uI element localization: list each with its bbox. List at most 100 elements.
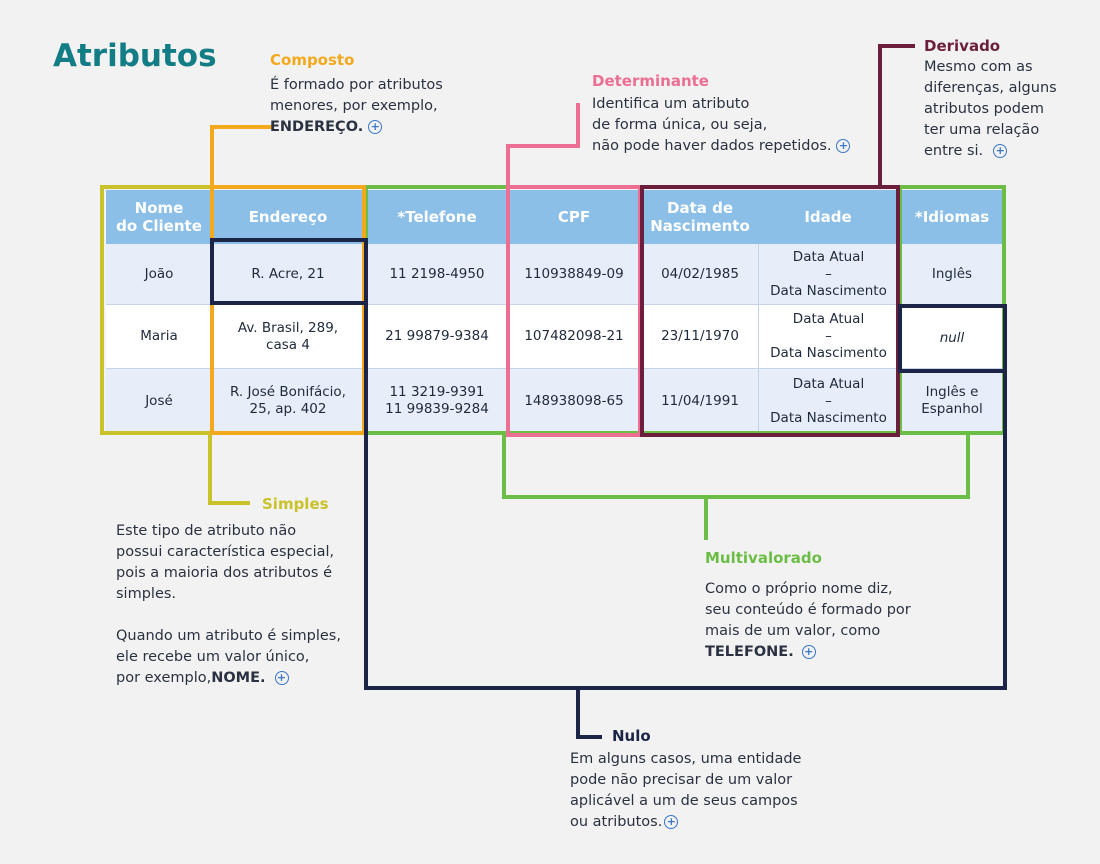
idiomas-line2: Espanhol	[921, 401, 983, 417]
cell-data-r1: 04/02/1985	[642, 244, 758, 304]
determinante-line: não pode haver dados repetidos.	[592, 138, 832, 154]
composto-box	[210, 185, 366, 435]
determinante-title: Determinante	[592, 72, 709, 90]
idade-line1: Data Atual	[792, 375, 865, 392]
simples-line: possui característica especial,	[116, 544, 335, 560]
composto-bold: ENDEREÇO.	[270, 119, 364, 135]
multivalorado-body: Como o próprio nome diz, seu conteúdo é …	[705, 579, 965, 663]
determinante-line: de forma única, ou seja,	[592, 117, 768, 133]
nulo-title-text: Nulo	[612, 727, 651, 745]
endereco-line1: Av. Brasil, 289,	[237, 319, 339, 336]
cell-endereco-r2: Av. Brasil, 289, casa 4	[212, 304, 364, 368]
cell-idiomas-r2: null	[902, 308, 1002, 368]
cell-nome-r2: Maria	[106, 304, 212, 368]
composto-leader	[210, 125, 272, 187]
endereco-line1: R. José Bonifácio,	[230, 384, 346, 400]
header-data-nascimento: Data de Nascimento	[642, 190, 758, 244]
determinante-box	[506, 185, 642, 437]
nulo-last-line: ou atributos. +	[570, 812, 850, 833]
multivalorado-line: seu conteúdo é formado por	[705, 602, 911, 618]
cell-data-r3: 11/04/1991	[642, 368, 758, 433]
idade-line1: Data Atual	[792, 311, 865, 327]
derivado-line: diferenças, alguns	[924, 80, 1057, 96]
cell-cpf-r3: 148938098-65	[510, 368, 638, 433]
header-nome-line2: do Cliente	[116, 217, 202, 235]
composto-title: Composto	[270, 51, 355, 69]
cell-cpf-r1: 110938849-09	[510, 244, 638, 304]
idade-line2: –	[825, 265, 832, 282]
cell-idiomas-r3: Inglês e Espanhol	[902, 368, 1002, 433]
simples-last-line: por exemplo,NOME. +	[116, 668, 376, 689]
multivalorado-box-idiomas	[898, 185, 1006, 435]
cell-data-r2: 23/11/1970	[642, 304, 758, 368]
callout-determinante: Determinante Identifica um atributo de f…	[592, 72, 872, 157]
circle-plus-icon[interactable]: +	[993, 144, 1008, 158]
circle-plus-icon[interactable]: +	[836, 139, 851, 153]
composto-line: menores, por exemplo,	[270, 98, 438, 114]
cell-idade-r1: Data Atual – Data Nascimento	[758, 244, 898, 304]
idiomas-line1: Inglês e	[925, 384, 979, 400]
callout-derivado: Derivado Mesmo com as diferenças, alguns…	[924, 37, 1084, 162]
multivalorado-box	[364, 185, 510, 435]
idade-line2: –	[825, 328, 832, 344]
circle-plus-icon[interactable]: +	[274, 671, 289, 685]
header-data-line1: Data de	[667, 199, 733, 217]
header-endereco: Endereço	[212, 190, 364, 244]
determinante-last-line: não pode haver dados repetidos. +	[592, 136, 872, 157]
callout-nulo: Em alguns casos, uma entidade pode não p…	[570, 749, 850, 833]
nulo-title: Nulo	[612, 727, 651, 745]
circle-plus-icon[interactable]: +	[368, 120, 383, 134]
cell-endereco-r1: R. Acre, 21	[212, 244, 364, 304]
idade-line2: –	[825, 392, 832, 409]
derivado-title: Derivado	[924, 37, 1001, 55]
determinante-body: Identifica um atributo de forma única, o…	[592, 94, 872, 157]
simples-title-text: Simples	[262, 495, 329, 513]
simples-title: Simples	[262, 495, 329, 513]
derivado-last-line: entre si. +	[924, 141, 1084, 162]
simples-line: Este tipo de atributo não	[116, 523, 297, 539]
simples-spacer	[116, 605, 376, 626]
composto-body: É formado por atributos menores, por exe…	[270, 75, 500, 138]
endereco-line2: 25, ap. 402	[249, 401, 327, 417]
simples-line: por exemplo,	[116, 670, 212, 686]
cell-nome-r3: José	[106, 368, 212, 433]
determinante-leader	[506, 103, 580, 187]
determinante-line: Identifica um atributo	[592, 96, 750, 112]
multivalorado-title: Multivalorado	[705, 549, 822, 567]
derivado-line: entre si.	[924, 143, 984, 159]
nulo-leader	[364, 272, 1007, 690]
cell-telefone-r1: 11 2198-4950	[368, 244, 506, 304]
endereco-line2: casa 4	[266, 336, 310, 353]
multivalorado-bracket	[502, 433, 970, 540]
simples-line: ele recebe um valor único,	[116, 649, 310, 665]
header-telefone: *Telefone	[368, 190, 506, 244]
nulo-box-endereco	[210, 238, 368, 305]
idade-line3: Data Nascimento	[770, 345, 887, 361]
telefone-line2: 11 99839-9284	[385, 401, 489, 417]
simples-box	[100, 185, 214, 435]
circle-plus-icon[interactable]: +	[664, 815, 679, 829]
cell-idiomas-r1: Inglês	[902, 244, 1002, 304]
simples-line: Quando um atributo é simples,	[116, 628, 341, 644]
header-nome-line1: Nome	[134, 199, 184, 217]
telefone-line1: 11 3219-9391	[389, 384, 485, 400]
derivado-line: atributos podem	[924, 101, 1045, 117]
cell-telefone-r3: 11 3219-9391 11 99839-9284	[368, 368, 506, 433]
cell-nome-r1: João	[106, 244, 212, 304]
simples-line: pois a maioria dos atributos é	[116, 565, 332, 581]
nulo-leader-down	[576, 688, 602, 739]
simples-leader	[208, 433, 250, 505]
multivalorado-line: mais de um valor, como	[705, 623, 881, 639]
circle-plus-icon[interactable]: +	[801, 645, 816, 659]
multivalorado-last-line: TELEFONE. +	[705, 642, 965, 663]
page-title: Atributos	[53, 38, 217, 74]
simples-bold: NOME.	[211, 670, 266, 686]
multivalorado-line: Como o próprio nome diz,	[705, 581, 893, 597]
simples-line: simples.	[116, 586, 177, 602]
multivalorado-bold: TELEFONE.	[705, 644, 794, 660]
derivado-line: Mesmo com as	[924, 59, 1033, 75]
composto-last-line: ENDEREÇO. +	[270, 117, 500, 138]
nulo-line: Em alguns casos, uma entidade	[570, 751, 802, 767]
header-idiomas: *Idiomas	[902, 190, 1002, 244]
cell-idade-r2: Data Atual – Data Nascimento	[758, 304, 898, 368]
